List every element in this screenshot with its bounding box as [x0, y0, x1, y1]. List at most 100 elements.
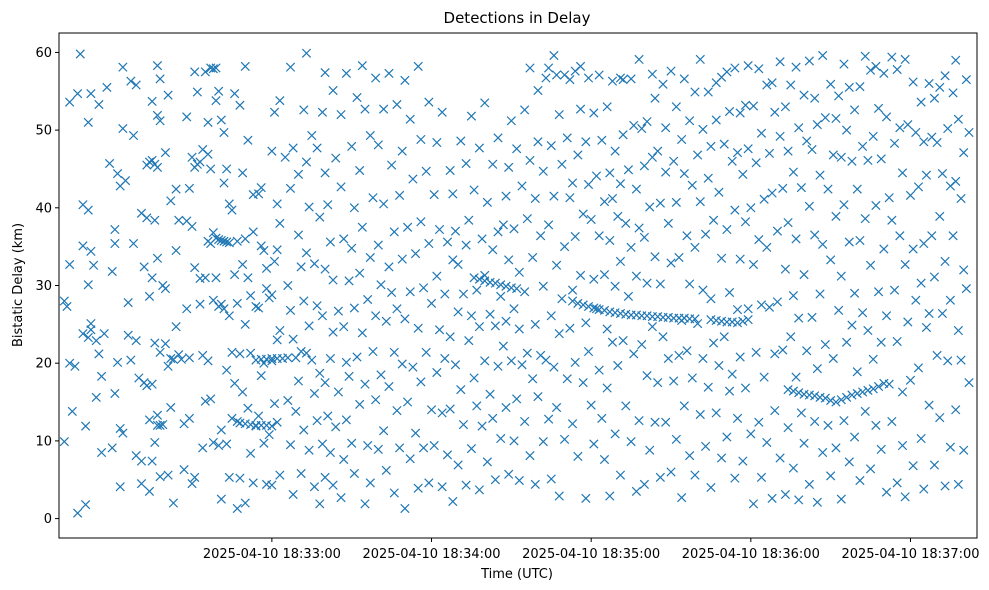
data-point	[256, 182, 266, 193]
data-point	[256, 241, 266, 251]
data-point	[786, 332, 796, 342]
data-point	[788, 290, 799, 301]
data-point	[639, 479, 650, 490]
data-point	[575, 61, 586, 72]
data-point	[538, 166, 548, 176]
data-point	[865, 260, 876, 270]
data-point	[357, 328, 367, 338]
data-point	[328, 327, 338, 337]
data-point	[214, 86, 224, 96]
data-point	[166, 196, 176, 206]
data-point	[903, 120, 913, 130]
data-point	[224, 238, 234, 248]
data-point	[932, 350, 942, 361]
data-point	[336, 182, 346, 192]
data-point	[78, 241, 88, 251]
data-point	[839, 59, 849, 69]
data-point	[826, 255, 836, 265]
data-point	[424, 478, 434, 488]
data-point	[432, 137, 442, 148]
data-point	[847, 390, 857, 400]
data-point	[514, 267, 524, 277]
data-point	[557, 159, 567, 169]
data-point	[309, 482, 320, 492]
data-point	[237, 259, 248, 270]
data-point	[379, 104, 389, 114]
data-point	[573, 451, 583, 462]
data-point	[206, 394, 216, 404]
data-point	[610, 281, 620, 291]
data-point	[517, 181, 527, 191]
data-point	[65, 259, 75, 270]
data-point	[786, 80, 796, 90]
data-point	[599, 196, 610, 207]
data-point	[892, 336, 902, 347]
data-point	[248, 227, 258, 237]
data-point	[865, 65, 876, 75]
data-point	[493, 361, 503, 371]
data-point	[152, 253, 163, 263]
data-point	[887, 215, 897, 225]
data-point	[935, 211, 945, 221]
data-point	[293, 169, 304, 180]
data-point	[312, 416, 322, 426]
data-point	[546, 311, 556, 321]
data-point	[493, 133, 503, 143]
data-point	[94, 349, 104, 359]
data-point	[578, 300, 588, 310]
data-point	[112, 357, 123, 368]
data-point	[269, 398, 280, 409]
data-point	[65, 97, 75, 107]
data-point	[841, 392, 852, 403]
data-point	[959, 148, 969, 158]
data-point	[879, 68, 889, 79]
data-point	[216, 425, 226, 435]
data-point	[112, 168, 123, 179]
data-point	[852, 367, 862, 377]
data-point	[187, 478, 197, 489]
data-point	[855, 235, 865, 246]
data-point	[889, 285, 900, 295]
data-point	[131, 80, 141, 90]
data-point	[261, 283, 272, 294]
data-point	[546, 141, 556, 151]
data-point	[626, 437, 636, 447]
data-point	[352, 352, 362, 362]
data-point	[317, 107, 328, 117]
data-point	[826, 471, 836, 481]
data-point	[945, 295, 956, 305]
data-point	[144, 291, 155, 302]
data-point	[929, 272, 940, 282]
data-point	[482, 197, 493, 207]
data-point	[956, 355, 966, 365]
data-point	[551, 402, 562, 413]
data-point	[317, 439, 328, 449]
data-point	[309, 388, 320, 399]
data-point	[583, 301, 594, 312]
data-point	[301, 157, 312, 167]
data-point	[307, 130, 317, 141]
data-point	[91, 392, 101, 403]
data-point	[692, 150, 703, 160]
data-point	[615, 179, 626, 189]
data-point	[208, 64, 218, 74]
data-point	[461, 240, 471, 250]
data-point	[844, 457, 854, 467]
data-point	[379, 426, 389, 436]
data-point	[325, 447, 336, 458]
data-point	[964, 127, 974, 138]
data-point	[679, 168, 689, 179]
data-point	[426, 298, 437, 308]
data-point	[802, 136, 812, 146]
data-point	[810, 391, 820, 401]
data-point	[371, 395, 381, 405]
data-point	[677, 134, 687, 145]
data-point	[450, 360, 461, 370]
data-point	[144, 415, 155, 425]
data-point	[131, 336, 141, 346]
data-point	[445, 332, 455, 342]
data-point	[501, 402, 511, 413]
data-point	[445, 165, 455, 176]
data-point	[490, 278, 501, 288]
data-point	[650, 252, 660, 262]
